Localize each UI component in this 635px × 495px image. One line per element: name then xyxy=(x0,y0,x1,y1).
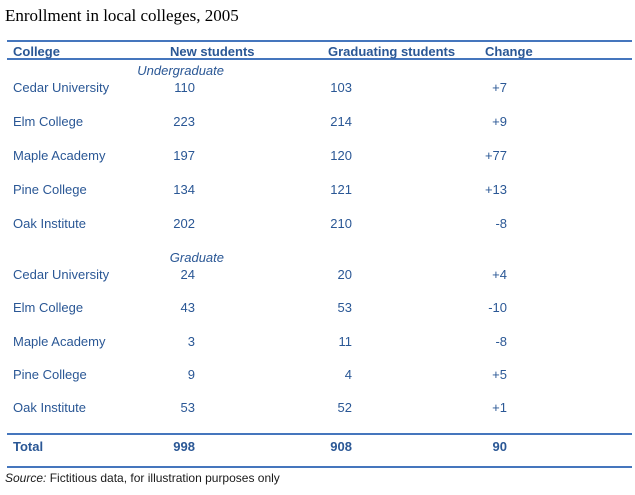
change-cell: +77 xyxy=(484,148,507,163)
section-label: Graduate xyxy=(169,250,224,265)
new-students-cell: 223 xyxy=(173,114,195,129)
table-row: Maple Academy 197 120 +77 xyxy=(0,148,635,164)
new-students-cell: 43 xyxy=(180,300,195,315)
college-cell: Cedar University xyxy=(13,267,110,282)
table-top-rule xyxy=(7,40,632,42)
table-header-row: College New students Graduating students… xyxy=(0,44,635,60)
new-students-cell: 134 xyxy=(173,182,195,197)
college-cell: Cedar University xyxy=(13,80,110,95)
total-row: Total 998 908 90 xyxy=(0,439,635,455)
college-cell: Maple Academy xyxy=(13,148,106,163)
table-row: Maple Academy 3 11 -8 xyxy=(0,334,635,350)
new-students-cell: 24 xyxy=(180,267,195,282)
change-cell: +7 xyxy=(492,80,507,95)
college-cell: Elm College xyxy=(13,114,84,129)
change-cell: -10 xyxy=(488,300,507,315)
table-row: Elm College 223 214 +9 xyxy=(0,114,635,130)
header-graduating-students: Graduating students xyxy=(328,44,456,59)
table-row: Cedar University 110 103 +7 xyxy=(0,80,635,96)
change-cell: +4 xyxy=(492,267,507,282)
graduating-students-cell: 210 xyxy=(330,216,352,231)
table-row: Pine College 134 121 +13 xyxy=(0,182,635,198)
graduating-students-cell: 11 xyxy=(338,334,353,349)
change-cell: -8 xyxy=(495,216,507,231)
total-graduating-students: 908 xyxy=(330,439,352,454)
graduating-students-cell: 214 xyxy=(330,114,352,129)
source-note-prefix: Source: xyxy=(5,471,47,485)
table-row: Elm College 43 53 -10 xyxy=(0,300,635,316)
graduating-students-cell: 20 xyxy=(337,267,352,282)
new-students-cell: 53 xyxy=(180,400,195,415)
graduating-students-cell: 120 xyxy=(330,148,352,163)
college-cell: Elm College xyxy=(13,300,84,315)
college-cell: Oak Institute xyxy=(13,400,86,415)
section-row-undergraduate: Undergraduate xyxy=(0,63,635,79)
new-students-cell: 9 xyxy=(187,367,195,382)
header-bottom-rule xyxy=(7,58,632,60)
table-row: Oak Institute 53 52 +1 xyxy=(0,400,635,416)
header-college: College xyxy=(13,44,60,59)
table-title: Enrollment in local colleges, 2005 xyxy=(5,6,239,25)
graduating-students-cell: 121 xyxy=(330,182,352,197)
graduating-students-cell: 103 xyxy=(330,80,352,95)
source-note-text: Fictitious data, for illustration purpos… xyxy=(46,471,280,485)
college-cell: Oak Institute xyxy=(13,216,86,231)
college-cell: Pine College xyxy=(13,182,87,197)
change-cell: +9 xyxy=(492,114,507,129)
source-note: Source: Fictitious data, for illustratio… xyxy=(5,471,280,485)
graduating-students-cell: 53 xyxy=(337,300,352,315)
college-cell: Maple Academy xyxy=(13,334,106,349)
table-row: Cedar University 24 20 +4 xyxy=(0,267,635,283)
table-bottom-rule xyxy=(7,466,632,468)
section-row-graduate: Graduate xyxy=(0,250,635,266)
new-students-cell: 110 xyxy=(174,80,195,95)
header-new-students: New students xyxy=(170,44,255,59)
new-students-cell: 202 xyxy=(173,216,195,231)
table-row: Oak Institute 202 210 -8 xyxy=(0,216,635,232)
change-cell: +1 xyxy=(492,400,507,415)
change-cell: +13 xyxy=(484,182,507,197)
total-new-students: 998 xyxy=(173,439,195,454)
table-row: Pine College 9 4 +5 xyxy=(0,367,635,383)
college-cell: Pine College xyxy=(13,367,87,382)
section-label: Undergraduate xyxy=(137,63,224,78)
change-cell: -8 xyxy=(495,334,507,349)
graduating-students-cell: 52 xyxy=(337,400,352,415)
graduating-students-cell: 4 xyxy=(344,367,352,382)
total-top-rule xyxy=(7,433,632,435)
header-change: Change xyxy=(485,44,533,59)
new-students-cell: 197 xyxy=(173,148,195,163)
total-change: 90 xyxy=(492,439,507,454)
change-cell: +5 xyxy=(492,367,507,382)
total-label: Total xyxy=(13,439,44,454)
new-students-cell: 3 xyxy=(187,334,195,349)
